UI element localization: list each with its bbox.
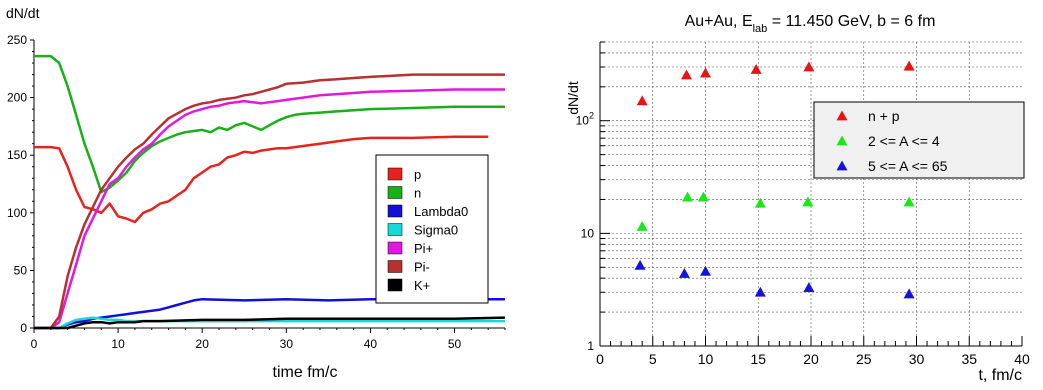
series-line-pi-	[34, 73, 505, 330]
right-point-series-0	[803, 61, 815, 72]
right-ytick-exponent: 2	[589, 111, 594, 121]
right-xticks: 0 5 10 15 20 25 30 35 40	[596, 336, 1030, 367]
series-line-p	[34, 135, 489, 224]
right-point-series-1	[697, 191, 709, 202]
left-legend-swatch	[387, 204, 403, 218]
left-legend-label: K+	[414, 278, 430, 293]
left-legend-label: Pi+	[414, 241, 433, 256]
left-legend-swatch	[387, 186, 403, 199]
right-grid	[600, 41, 1022, 346]
right-ytick-base: 10	[576, 114, 590, 128]
left-series	[34, 54, 506, 330]
right-point-series-2	[754, 286, 766, 297]
right-series	[634, 60, 915, 299]
right-point-series-2	[700, 265, 711, 276]
right-xtick-label: 40	[1014, 351, 1030, 367]
right-point-series-2	[678, 268, 690, 278]
right-title-rest: = 11.450 GeV, b = 6 fm	[767, 13, 935, 30]
left-legend-label: n	[414, 186, 421, 201]
right-point-series-2	[803, 282, 815, 292]
left-legend-swatch	[387, 223, 403, 236]
right-point-series-1	[682, 191, 694, 202]
left-xlabel: time fm/c	[273, 364, 338, 381]
left-ytick-label: 250	[7, 33, 27, 47]
right-point-series-1	[754, 197, 766, 208]
left-ylabel: dN/dt	[6, 5, 40, 21]
left-chart: dN/dt 0 50 100 150 200 250 0 10 20 30 40 50 time f…	[6, 5, 506, 381]
right-legend: n + p 2 <= A <= 4 5 <= A <= 65	[813, 101, 1025, 179]
right-point-series-2	[903, 288, 915, 299]
right-ylabel: dN/dt	[565, 81, 581, 115]
left-legend-label: Sigma0	[414, 223, 458, 238]
right-xtick-label: 25	[856, 351, 872, 367]
left-xtick-label: 20	[196, 337, 210, 351]
right-legend-marker	[836, 135, 848, 146]
right-point-series-0	[903, 60, 915, 71]
right-chart: Au+Au, Elab = 11.450 GeV, b = 6 fm dN/dt…	[565, 13, 1030, 384]
right-xlabel: t, fm/c	[978, 367, 1022, 384]
left-legend: pn Lambda0 Sigma0 Pi+ Pi- K+	[375, 154, 489, 304]
left-legend-label: Lambda0	[414, 204, 468, 219]
right-xtick-label: 20	[803, 351, 819, 367]
right-legend-label: 5 <= A <= 65	[868, 158, 948, 174]
right-legend-label: n + p	[868, 108, 900, 124]
left-xticks: 0 10 20 30 40 50	[31, 328, 506, 351]
right-point-series-2	[634, 259, 646, 270]
right-legend-marker	[836, 160, 848, 171]
left-xtick-label: 40	[364, 337, 378, 351]
right-title-sub: lab	[753, 23, 768, 35]
right-point-series-1	[903, 196, 915, 207]
left-legend-label: Pi-	[414, 260, 430, 275]
left-xtick-label: 30	[280, 337, 294, 351]
left-ytick-label: 200	[7, 91, 27, 105]
right-point-series-0	[681, 69, 693, 80]
right-ytick-label: 1	[587, 339, 594, 353]
right-point-series-0	[636, 95, 648, 106]
left-xtick-label: 10	[111, 337, 125, 351]
right-legend-marker	[836, 110, 848, 121]
right-point-series-1	[636, 221, 648, 231]
right-xtick-label: 10	[698, 351, 714, 367]
right-ytick-label: 10	[581, 226, 595, 240]
left-legend-swatch	[387, 241, 403, 255]
series-line-n	[34, 54, 505, 194]
series-line-pi-	[34, 88, 505, 330]
left-yticks: 0 50 100 150 200 250	[7, 33, 34, 335]
left-xtick-label: 0	[31, 337, 38, 351]
right-xtick-label: 35	[961, 351, 977, 367]
left-ytick-label: 50	[14, 263, 28, 277]
left-legend-swatch	[387, 278, 403, 292]
right-xtick-label: 30	[909, 351, 925, 367]
left-xtick-label: 50	[448, 337, 462, 351]
right-title: Au+Au, Elab = 11.450 GeV, b = 6 fm	[685, 13, 936, 35]
right-xtick-label: 5	[649, 351, 657, 367]
right-legend-box	[813, 101, 1025, 179]
right-title-main: Au+Au, E	[685, 13, 753, 30]
series-line-lambda0	[34, 297, 505, 330]
left-legend-swatch	[387, 260, 403, 273]
left-ytick-label: 150	[7, 148, 27, 162]
left-ytick-label: 0	[20, 321, 27, 335]
right-point-series-0	[700, 67, 711, 78]
left-legend-label: p	[414, 167, 421, 182]
left-ytick-label: 100	[7, 206, 27, 220]
right-xtick-label: 0	[596, 351, 604, 367]
left-legend-swatch	[387, 167, 403, 181]
right-xtick-label: 15	[750, 351, 766, 367]
right-ytick-label: 102	[576, 111, 594, 128]
series-line-k-	[34, 316, 506, 330]
right-point-series-1	[802, 196, 814, 207]
right-legend-label: 2 <= A <= 4	[868, 133, 940, 149]
right-point-series-0	[750, 63, 762, 74]
